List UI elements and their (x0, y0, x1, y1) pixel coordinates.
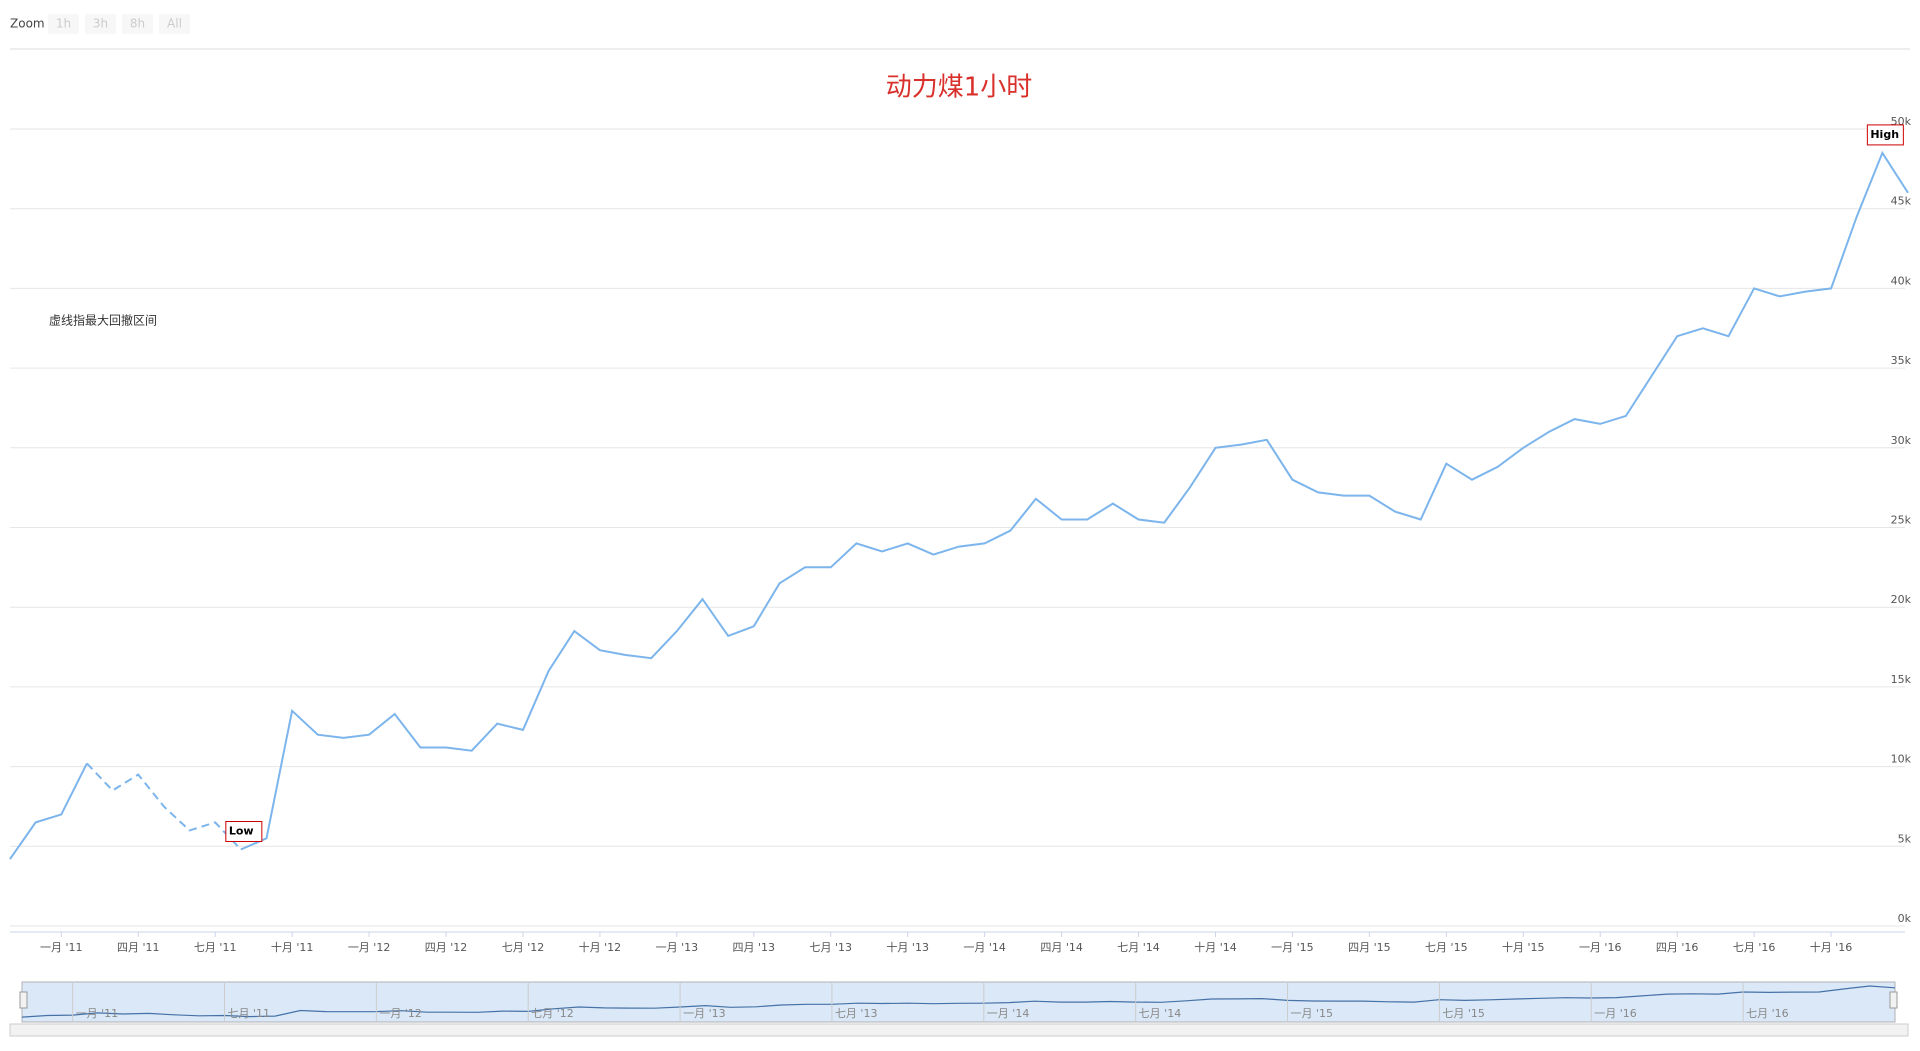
zoom-button[interactable] (85, 14, 116, 34)
x-tick-label: 四月 '12 (425, 941, 468, 954)
chart-title: 动力煤1小时 (886, 73, 1033, 103)
y-tick-label: 35k (1891, 354, 1912, 367)
navigator-tick-label: 七月 '12 (531, 1007, 574, 1020)
x-tick-label: 四月 '13 (733, 941, 776, 954)
flag-label: High (1870, 128, 1899, 141)
navigator[interactable] (21, 981, 1896, 1023)
x-tick-label: 一月 '11 (40, 941, 83, 954)
annotation: 虚线指最大回撤区间 (49, 313, 157, 328)
flag-label: Low (229, 824, 254, 837)
series-line (240, 150, 1909, 851)
x-tick-label: 十月 '15 (1502, 940, 1545, 954)
navigator-tick-label: 一月 '12 (379, 1007, 422, 1020)
x-tick-label: 一月 '15 (1271, 941, 1314, 954)
x-tick-label: 十月 '16 (1810, 940, 1853, 954)
zoom-label: Zoom (10, 17, 45, 31)
series-line (9, 762, 88, 860)
zoom-button-label[interactable]: 3h (93, 17, 108, 31)
navigator-tick-label: 一月 '11 (76, 1007, 119, 1020)
x-tick-label: 一月 '14 (963, 941, 1006, 954)
x-tick-label: 十月 '12 (579, 940, 622, 954)
x-tick-label: 十月 '11 (271, 940, 314, 954)
navigator-tick-label: 七月 '16 (1746, 1007, 1789, 1020)
navigator-tick-label: 七月 '11 (227, 1007, 270, 1020)
y-tick-label: 5k (1898, 832, 1912, 845)
navigator-tick-label: 七月 '15 (1442, 1007, 1485, 1020)
navigator-handle[interactable] (1889, 991, 1898, 1009)
x-tick-label: 四月 '16 (1656, 941, 1699, 954)
x-tick-label: 七月 '14 (1117, 941, 1160, 954)
scrollbar[interactable] (9, 1023, 1909, 1037)
navigator-tick-label: 七月 '14 (1139, 1007, 1182, 1020)
navigator-line (21, 985, 1896, 1018)
zoom-button-label[interactable]: All (167, 17, 182, 31)
y-tick-label: 40k (1891, 274, 1912, 287)
zoom-button-label[interactable]: 1h (56, 17, 71, 31)
x-tick-label: 七月 '16 (1733, 941, 1776, 954)
zoom-button[interactable] (122, 14, 153, 34)
navigator-tick-label: 七月 '13 (835, 1007, 878, 1020)
navigator-tick-label: 一月 '13 (683, 1007, 726, 1020)
y-tick-label: 10k (1891, 753, 1912, 766)
x-tick-label: 四月 '15 (1348, 941, 1391, 954)
zoom-button[interactable] (48, 14, 79, 34)
navigator-tick-label: 一月 '15 (1291, 1007, 1334, 1020)
y-tick-label: 30k (1891, 434, 1912, 447)
x-tick-label: 七月 '13 (809, 941, 852, 954)
series-line (86, 762, 242, 851)
zoom-button[interactable] (159, 14, 190, 34)
flag (225, 820, 263, 842)
y-tick-label: 15k (1891, 673, 1912, 686)
x-tick-label: 一月 '13 (656, 941, 699, 954)
x-tick-label: 十月 '13 (886, 940, 929, 954)
x-tick-label: 四月 '11 (117, 941, 160, 954)
y-tick-label: 20k (1891, 593, 1912, 606)
flag (1866, 124, 1904, 146)
x-tick-label: 十月 '14 (1194, 940, 1237, 954)
y-tick-label: 45k (1891, 195, 1912, 208)
y-tick-label: 25k (1891, 514, 1912, 527)
x-tick-label: 七月 '12 (502, 941, 545, 954)
x-tick-label: 一月 '12 (348, 941, 391, 954)
navigator-tick-label: 一月 '16 (1594, 1007, 1637, 1020)
y-tick-label: 0k (1898, 912, 1912, 925)
x-tick-label: 四月 '14 (1040, 941, 1083, 954)
zoom-button-label[interactable]: 8h (130, 17, 145, 31)
navigator-tick-label: 一月 '14 (987, 1007, 1030, 1020)
x-tick-label: 一月 '16 (1579, 941, 1622, 954)
x-tick-label: 七月 '15 (1425, 941, 1468, 954)
x-tick-label: 七月 '11 (194, 941, 237, 954)
navigator-handle[interactable] (19, 991, 28, 1009)
